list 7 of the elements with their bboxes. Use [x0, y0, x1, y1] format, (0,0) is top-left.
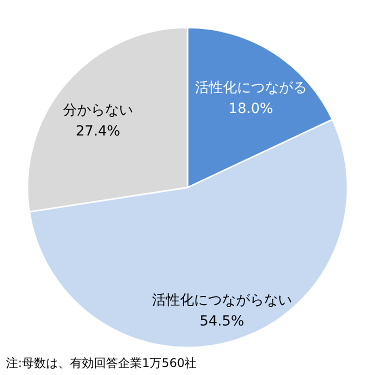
data-label: 27.4% — [76, 124, 120, 140]
slice-label: 分からない — [62, 102, 133, 119]
slice-label: 活性化につながる — [194, 80, 307, 96]
text: 注:母数は、有効回答企業1万560社 — [6, 356, 197, 370]
slice-label: 活性化につながらない — [152, 292, 292, 308]
data-label: 18.0% — [228, 100, 274, 117]
data-label: 54.5% — [200, 313, 244, 330]
